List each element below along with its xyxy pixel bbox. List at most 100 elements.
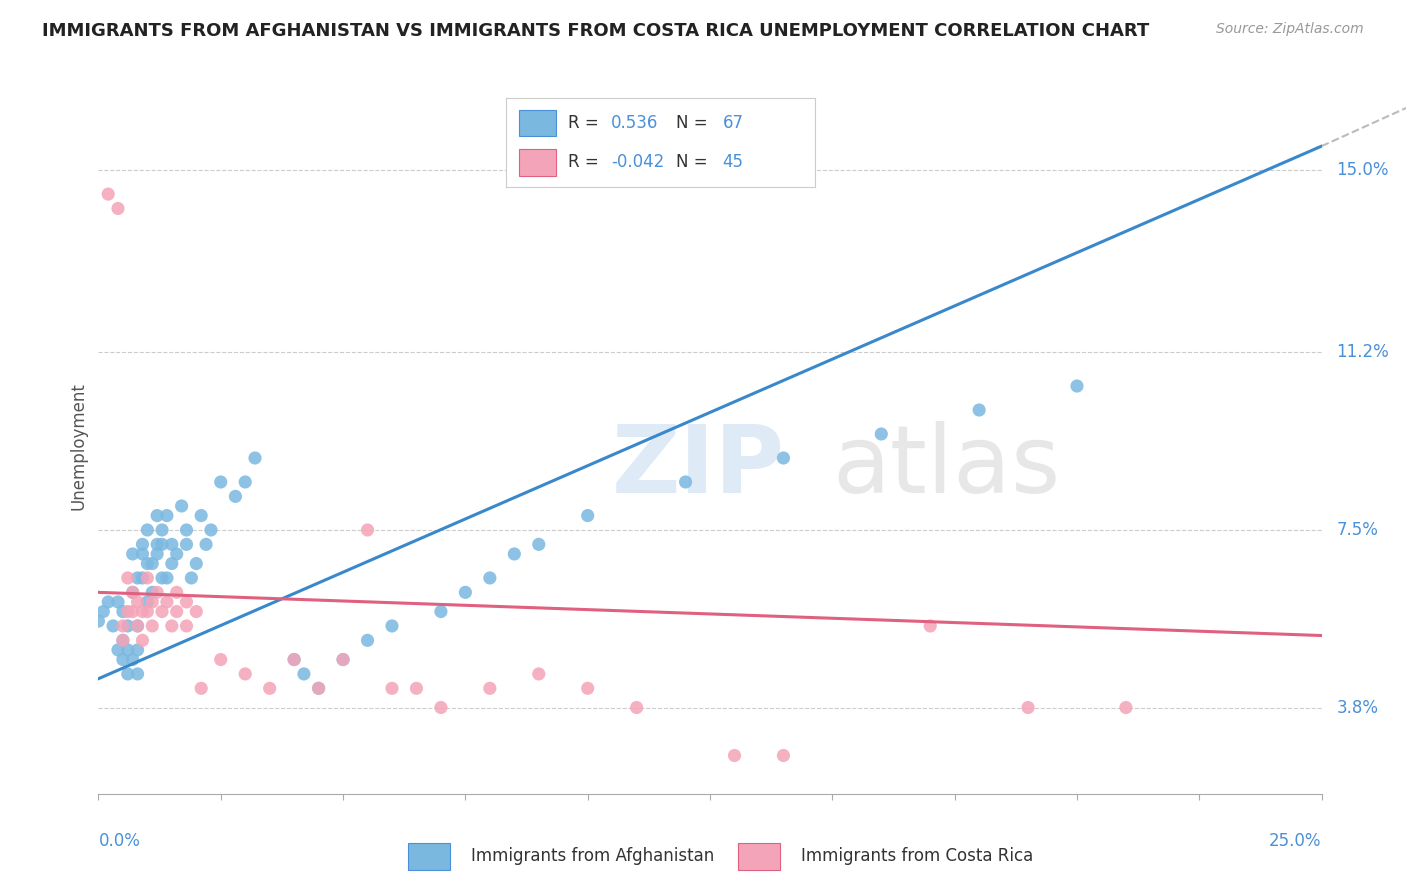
Point [121, 585, 143, 599]
Point [107, 595, 129, 609]
Point [160, 557, 183, 571]
Point [127, 619, 149, 633]
Point [97, 595, 120, 609]
Point [117, 667, 139, 681]
Point [176, 619, 198, 633]
Point [121, 547, 143, 561]
Point [772, 748, 794, 763]
Text: 0.536: 0.536 [612, 114, 658, 132]
Text: 67: 67 [723, 114, 744, 132]
Point [150, 571, 173, 585]
Point [233, 667, 256, 681]
Point [141, 557, 163, 571]
Point [967, 403, 990, 417]
Point [121, 585, 143, 599]
Point [186, 557, 208, 571]
Point [150, 605, 173, 619]
Point [356, 633, 378, 648]
Point [156, 508, 179, 523]
Point [1066, 379, 1088, 393]
Point [195, 537, 218, 551]
Point [186, 605, 208, 619]
Text: Immigrants from Afghanistan: Immigrants from Afghanistan [471, 847, 714, 865]
Point [91, 605, 114, 619]
Point [136, 605, 159, 619]
Point [381, 681, 404, 696]
Point [381, 619, 404, 633]
Point [430, 700, 453, 714]
Text: IMMIGRANTS FROM AFGHANISTAN VS IMMIGRANTS FROM COSTA RICA UNEMPLOYMENT CORRELATI: IMMIGRANTS FROM AFGHANISTAN VS IMMIGRANT… [42, 22, 1150, 40]
Point [146, 537, 169, 551]
Point [478, 681, 501, 696]
Point [332, 652, 354, 666]
Point [117, 643, 139, 657]
Point [1017, 700, 1039, 714]
Text: Source: ZipAtlas.com: Source: ZipAtlas.com [1216, 22, 1364, 37]
FancyBboxPatch shape [519, 149, 555, 176]
Text: 3.8%: 3.8% [1336, 698, 1378, 716]
Point [920, 619, 942, 633]
Point [97, 187, 120, 202]
Point [127, 643, 149, 657]
Point [117, 605, 139, 619]
Point [117, 571, 139, 585]
Point [156, 571, 179, 585]
FancyBboxPatch shape [408, 843, 450, 870]
Point [107, 643, 129, 657]
Point [127, 595, 149, 609]
Point [454, 585, 477, 599]
Point [111, 633, 134, 648]
Point [131, 547, 153, 561]
Point [527, 667, 550, 681]
Point [190, 508, 212, 523]
Point [283, 652, 305, 666]
Point [131, 537, 153, 551]
Point [478, 571, 501, 585]
Text: 45: 45 [723, 153, 744, 171]
Point [136, 595, 159, 609]
Point [190, 681, 212, 696]
Point [166, 605, 188, 619]
Point [405, 681, 427, 696]
Point [146, 508, 169, 523]
Point [150, 537, 173, 551]
Text: 11.2%: 11.2% [1336, 343, 1389, 361]
Point [117, 619, 139, 633]
Text: R =: R = [568, 114, 605, 132]
Point [626, 700, 648, 714]
Text: -0.042: -0.042 [612, 153, 665, 171]
Point [723, 748, 745, 763]
Point [131, 605, 153, 619]
Point [176, 595, 198, 609]
Text: 7.5%: 7.5% [1336, 521, 1378, 539]
Point [224, 489, 246, 503]
Point [356, 523, 378, 537]
Text: 25.0%: 25.0% [1270, 832, 1322, 850]
Point [146, 585, 169, 599]
Text: Immigrants from Costa Rica: Immigrants from Costa Rica [801, 847, 1033, 865]
Point [136, 557, 159, 571]
Point [308, 681, 330, 696]
Point [87, 614, 110, 628]
Point [209, 652, 232, 666]
Text: atlas: atlas [832, 421, 1060, 513]
Text: N =: N = [676, 114, 713, 132]
Point [283, 652, 305, 666]
Point [166, 585, 188, 599]
Point [141, 619, 163, 633]
Point [259, 681, 281, 696]
Point [111, 633, 134, 648]
Point [576, 508, 599, 523]
Point [180, 571, 202, 585]
Point [127, 667, 149, 681]
Point [170, 499, 193, 513]
Point [127, 571, 149, 585]
Point [156, 595, 179, 609]
Point [111, 605, 134, 619]
Point [107, 202, 129, 216]
Y-axis label: Unemployment: Unemployment [69, 382, 87, 510]
Point [160, 619, 183, 633]
Point [503, 547, 526, 561]
Point [131, 571, 153, 585]
Point [111, 652, 134, 666]
